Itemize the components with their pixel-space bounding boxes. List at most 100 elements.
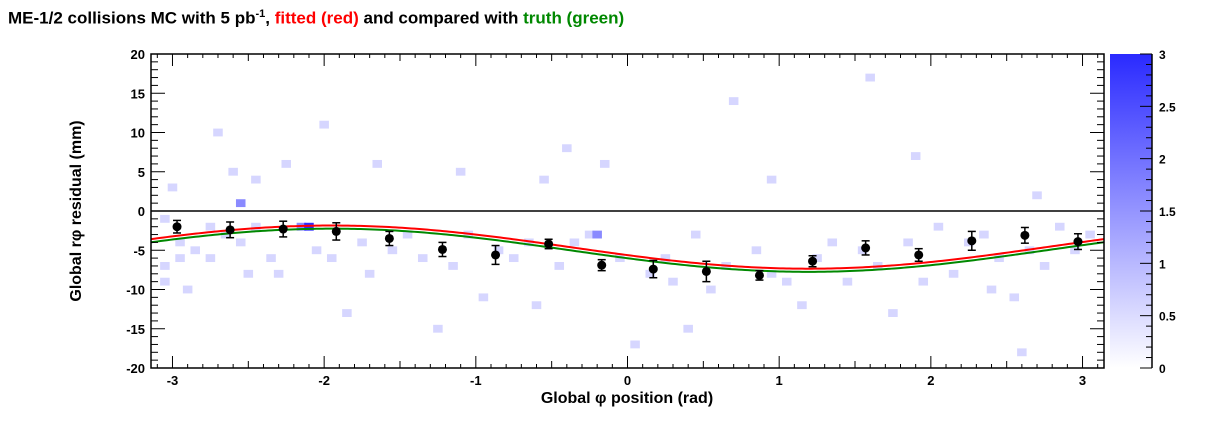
histogram-cell [531, 301, 542, 310]
histogram-cell [235, 238, 246, 247]
histogram-cell [827, 238, 838, 247]
histogram-cell [668, 277, 678, 286]
data-point [597, 260, 607, 270]
histogram-cell [994, 254, 1004, 263]
histogram-cell [706, 285, 716, 294]
histogram-cells [160, 73, 1095, 357]
histogram-cell [190, 246, 200, 255]
y-tick-label: 5 [138, 165, 145, 180]
truth-curve [151, 227, 1104, 273]
data-point [967, 236, 977, 246]
data-point [278, 224, 288, 234]
histogram-cell [387, 246, 398, 255]
colorbar-tick-label: 1 [1159, 257, 1166, 271]
histogram-cell [182, 285, 193, 294]
colorbar-tick-label: 2 [1159, 153, 1166, 167]
data-point [384, 233, 394, 243]
histogram-cell [455, 167, 466, 176]
histogram-cell [175, 254, 185, 263]
histogram-cell [273, 269, 284, 278]
histogram-cell [781, 277, 792, 286]
title-fitted: fitted (red) [274, 8, 359, 28]
histogram-cell [205, 254, 216, 263]
histogram-cell [167, 183, 178, 192]
profile-points [172, 219, 1083, 283]
title-main: ME-1/2 collisions MC with 5 pb [8, 8, 256, 28]
histogram-cell [243, 269, 254, 278]
histogram-cell [910, 152, 921, 160]
histogram-cell [402, 230, 413, 239]
fitted-curve [151, 224, 1104, 270]
histogram-cell [205, 222, 216, 231]
data-point [914, 250, 924, 260]
data-point [648, 264, 658, 274]
data-point [1073, 237, 1083, 247]
histogram-cell [766, 175, 777, 184]
title-superscript: -1 [255, 8, 266, 20]
histogram-cell [683, 324, 693, 333]
data-point [1020, 230, 1030, 240]
histogram-cell [372, 159, 383, 168]
histogram-cell [569, 238, 580, 247]
histogram-cell [175, 238, 185, 247]
histogram-cell [1032, 191, 1042, 200]
histogram-cell [690, 230, 701, 239]
histogram-cell [266, 254, 276, 263]
colorbar-tick-label: 1.5 [1159, 205, 1176, 219]
histogram-cell [417, 254, 428, 263]
y-tick-label: 20 [131, 47, 145, 62]
data-point [437, 244, 447, 254]
histogram-cell [630, 340, 640, 349]
y-tick-label: -20 [126, 361, 145, 376]
y-tick-label: 15 [131, 86, 145, 101]
histogram-cell [508, 254, 519, 263]
data-point [225, 225, 235, 235]
chart-title: ME-1/2 collisions MC with 5 pb-1, fitted… [8, 8, 624, 29]
data-point [544, 239, 554, 249]
histogram-cell [524, 238, 534, 247]
title-truth: truth (green) [523, 8, 625, 28]
histogram-cell [812, 254, 822, 263]
histogram-cell [251, 175, 261, 184]
data-point [331, 226, 341, 236]
histogram-cell [986, 285, 997, 294]
histogram-cell [592, 230, 602, 239]
colorbar-tick-label: 0.5 [1159, 310, 1176, 324]
histogram-cell [562, 144, 572, 153]
data-point [808, 256, 818, 266]
histogram-cell [493, 246, 504, 255]
histogram-cell [1085, 230, 1095, 239]
histogram-cell [228, 167, 238, 176]
y-tick-label: -10 [126, 283, 145, 298]
x-tick-label: 3 [1079, 373, 1086, 388]
histogram-cell [554, 262, 565, 270]
histogram-cell [948, 269, 959, 278]
histogram-cell [1039, 262, 1050, 270]
y-tick-label: 10 [131, 126, 145, 141]
histogram-cell [751, 246, 762, 255]
histogram-cell [342, 309, 352, 317]
title-compared: and compared with [358, 8, 524, 28]
histogram-cell [903, 238, 913, 247]
y-tick-label: -5 [133, 243, 145, 258]
histogram-cell [319, 120, 329, 129]
histogram-cell [326, 254, 337, 263]
x-tick-label: 0 [624, 373, 631, 388]
histogram-cell [933, 222, 944, 231]
histogram-cell [584, 230, 595, 239]
histogram-cell [160, 262, 170, 270]
histogram-cell [213, 128, 223, 137]
colorbar-tick-label: 2.5 [1159, 100, 1176, 114]
x-tick-label: -3 [167, 373, 179, 388]
colorbar-tick-label: 3 [1159, 48, 1166, 62]
histogram-cell [1055, 222, 1065, 231]
histogram-cell [842, 277, 853, 286]
histogram-cell [160, 277, 170, 286]
histogram-cell [364, 269, 375, 278]
histogram-cell [766, 269, 777, 278]
histogram-cell [979, 230, 989, 239]
histogram-cell [539, 175, 549, 184]
histogram-cell [1070, 246, 1080, 255]
